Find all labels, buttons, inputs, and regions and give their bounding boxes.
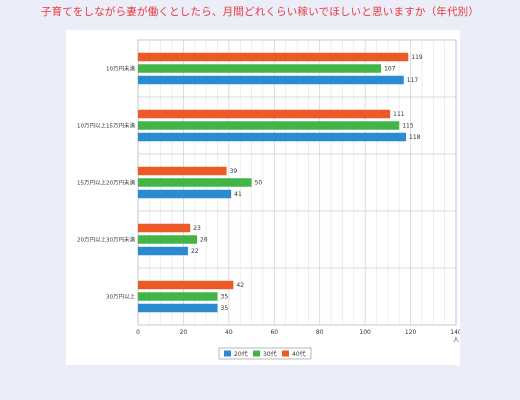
x-tick-label: 100 (359, 329, 371, 336)
data-label: 41 (234, 191, 242, 198)
x-unit-label: 人 (453, 337, 459, 344)
category-label: 20万円以上30万円未満 (77, 236, 135, 244)
legend-swatch (282, 350, 289, 357)
data-label: 23 (193, 225, 201, 232)
bar-40代 (138, 280, 234, 290)
data-label: 50 (255, 180, 263, 187)
data-label: 26 (200, 237, 208, 244)
data-label: 35 (221, 294, 229, 301)
data-label: 119 (411, 54, 423, 61)
bar-20代 (138, 189, 232, 199)
legend-label: 20代 (234, 350, 248, 358)
x-tick-label: 60 (270, 329, 278, 336)
bar-40代 (138, 223, 191, 233)
bar-30代 (138, 292, 218, 301)
chart-panel: 119 107 117 111 115 118 39 50 41 23 26 22 42 35 35 10万… (66, 30, 460, 365)
legend-swatch (253, 350, 260, 357)
x-tick-label: 120 (405, 329, 417, 336)
bar-40代 (138, 52, 409, 62)
bar-20代 (138, 132, 407, 142)
data-label: 35 (221, 305, 229, 312)
bar-30代 (138, 121, 400, 130)
bar-20代 (138, 303, 218, 313)
data-label: 117 (407, 77, 419, 84)
bar-30代 (138, 235, 198, 244)
x-tick-label: 40 (225, 329, 233, 336)
category-label: 30万円以上 (106, 293, 135, 301)
category-label: 10万円以上15万円未満 (77, 122, 135, 130)
legend-box (218, 347, 312, 360)
data-label: 118 (409, 134, 421, 141)
category-label: 10万円未満 (106, 65, 135, 73)
category-label: 15万円以上20万円未満 (77, 179, 135, 187)
x-tick-label: 80 (316, 329, 324, 336)
bar-30代 (138, 178, 252, 187)
x-tick-label: 140 (450, 329, 460, 336)
bar-30代 (138, 64, 382, 73)
axis-layer: 10万円未満 10万円以上15万円未満 15万円以上20万円未満 20万円以上30万円… (77, 65, 460, 345)
bar-20代 (138, 75, 404, 85)
legend: 20代 30代 40代 (218, 347, 312, 360)
legend-swatch (224, 350, 231, 357)
data-label: 42 (236, 282, 244, 289)
chart-title: 子育てをしながら妻が働くとしたら、月間どれくらい稼いでほしいと思いますか（年代別… (40, 6, 480, 18)
data-label: 115 (402, 123, 414, 130)
grid-layer (137, 39, 457, 326)
bar-40代 (138, 166, 227, 176)
legend-label: 30代 (263, 350, 277, 358)
data-label: 22 (191, 248, 199, 255)
x-tick-label: 0 (136, 329, 140, 336)
bar-20代 (138, 246, 188, 256)
data-label: 107 (384, 66, 396, 73)
bar-40代 (138, 109, 391, 119)
legend-label: 40代 (292, 350, 306, 358)
x-tick-label: 20 (180, 329, 188, 336)
data-label: 39 (230, 168, 238, 175)
data-label: 111 (393, 111, 405, 118)
